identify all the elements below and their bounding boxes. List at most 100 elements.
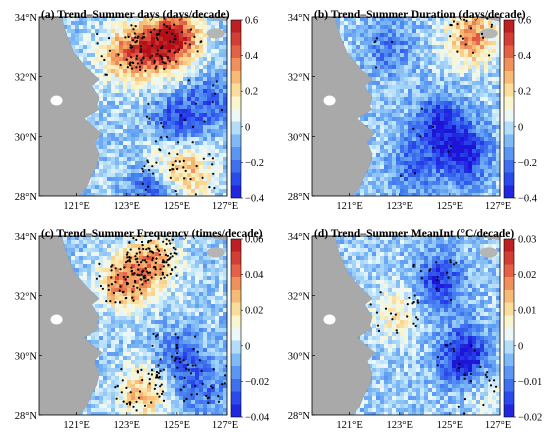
significance-dot	[140, 50, 142, 52]
significance-dot	[460, 35, 462, 37]
colorbar	[504, 20, 514, 198]
significance-dot	[149, 382, 151, 384]
significance-dot	[159, 30, 161, 32]
significance-dot	[463, 412, 465, 414]
significance-dot	[417, 318, 419, 320]
significance-dot	[176, 367, 178, 369]
significance-dot	[166, 25, 168, 27]
significance-dot	[98, 263, 100, 265]
significance-dot	[155, 335, 157, 337]
colorbar	[504, 239, 514, 417]
significance-dot	[138, 397, 140, 399]
colorbar-tick-label: 0.01	[518, 306, 536, 317]
significance-dot	[159, 268, 161, 270]
colorbar-tick-label: −0.04	[245, 413, 270, 424]
significance-dot	[197, 50, 199, 52]
map-field	[39, 236, 228, 417]
significance-dot	[131, 68, 133, 70]
significance-dot	[179, 361, 181, 363]
significance-dot	[180, 389, 182, 391]
significance-dot	[120, 285, 122, 287]
significance-dot	[167, 264, 169, 266]
significance-dot	[128, 258, 130, 260]
significance-dot	[126, 256, 128, 258]
significance-dot	[488, 54, 490, 56]
significance-dot	[419, 135, 421, 137]
significance-dot	[130, 44, 132, 46]
significance-dot	[114, 386, 116, 388]
significance-dot	[108, 37, 110, 39]
significance-dot	[188, 369, 190, 371]
significance-dot	[129, 260, 131, 262]
x-tick-label: 127°E	[485, 201, 511, 212]
significance-dot	[140, 59, 142, 61]
significance-dot	[176, 346, 178, 348]
significance-dot	[155, 384, 157, 386]
significance-dot	[493, 379, 495, 381]
significance-dot	[141, 283, 143, 285]
significance-dot	[195, 193, 197, 195]
significance-dot	[491, 24, 493, 26]
significance-dot	[395, 314, 397, 316]
significance-dot	[192, 141, 194, 143]
significance-dot	[428, 270, 430, 272]
significance-dot	[170, 177, 172, 179]
significance-dot	[195, 103, 197, 105]
significance-dot	[208, 153, 210, 155]
panel-title: (b) Trend–Summer Duration (days/decade)	[314, 9, 526, 21]
significance-dot	[136, 58, 138, 60]
colorbar-tick-label: 0.03	[518, 235, 536, 246]
significance-dot	[376, 312, 378, 314]
significance-dot	[210, 385, 212, 387]
significance-dot	[176, 168, 178, 170]
significance-dot	[174, 266, 176, 268]
significance-dot	[116, 398, 118, 400]
significance-dot	[175, 190, 177, 192]
significance-dot	[149, 271, 151, 273]
significance-dot	[140, 292, 142, 294]
significance-dot	[201, 370, 203, 372]
significance-dot	[97, 42, 99, 44]
significance-dot	[156, 371, 158, 373]
significance-dot	[137, 37, 139, 39]
y-tick-label: 34°N	[288, 13, 311, 24]
significance-dot	[453, 263, 455, 265]
significance-dot	[176, 275, 178, 277]
significance-dot	[163, 23, 165, 25]
colorbar-tick-label: 0	[245, 341, 250, 352]
significance-dot	[437, 364, 439, 366]
significance-dot	[136, 274, 138, 276]
significance-dot	[148, 117, 150, 119]
significance-dot	[455, 262, 457, 264]
significance-dot	[128, 256, 130, 258]
significance-dot	[156, 53, 158, 55]
significance-dot	[170, 273, 172, 275]
significance-dot	[122, 291, 124, 293]
significance-dot	[173, 24, 175, 26]
lake	[51, 315, 63, 325]
significance-dot	[144, 259, 146, 261]
significance-dot	[375, 66, 377, 68]
significance-dot	[165, 62, 167, 64]
colorbar-tick-label: 0	[518, 122, 523, 133]
significance-dot	[162, 272, 164, 274]
significance-dot	[224, 382, 226, 384]
significance-dot	[142, 244, 144, 246]
significance-dot	[119, 268, 121, 270]
significance-dot	[151, 345, 153, 347]
significance-dot	[436, 279, 438, 281]
significance-dot	[128, 241, 130, 243]
significance-dot	[185, 170, 187, 172]
significance-dot	[189, 178, 191, 180]
colorbar-tick-label: −0.4	[245, 194, 265, 205]
significance-dot	[449, 24, 451, 26]
significance-dot	[145, 267, 147, 269]
significance-dot	[141, 273, 143, 275]
significance-dot	[110, 269, 112, 271]
colorbar-tick-label: 0.2	[518, 87, 531, 98]
significance-dot	[151, 165, 153, 167]
significance-dot	[163, 277, 165, 279]
significance-dot	[212, 84, 214, 86]
